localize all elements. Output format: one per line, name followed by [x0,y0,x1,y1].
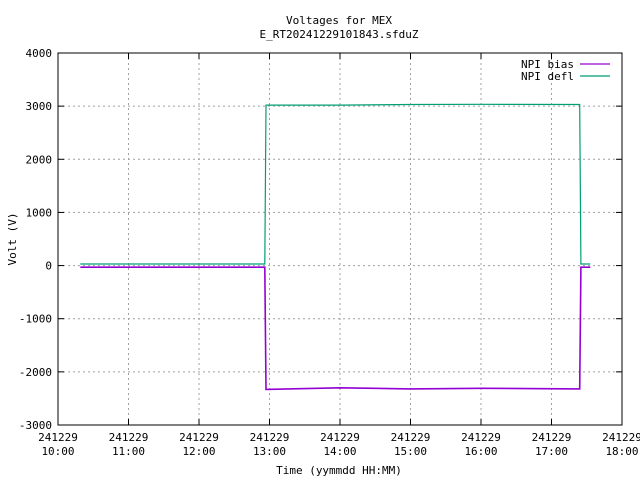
x-tick-label-time: 18:00 [605,445,638,458]
x-tick-label-date: 241229 [320,431,360,444]
y-axis: -3000 -2000 -1000 0 1000 2000 3000 4000 [19,47,622,432]
x-tick-label-time: 14:00 [323,445,356,458]
y-tick-label: -2000 [19,366,52,379]
chart-subtitle: E_RT20241229101843.sfduZ [260,28,419,41]
x-tick-label-date: 241229 [38,431,78,444]
x-tick-label-date: 241229 [391,431,431,444]
x-tick-label-date: 241229 [250,431,290,444]
series-line-npi-defl [80,103,591,265]
x-tick-label-date: 241229 [179,431,219,444]
y-tick-label: -1000 [19,313,52,326]
x-axis: 24122910:0024122911:0024122912:002412291… [38,53,640,458]
y-axis-label: Volt (V) [6,213,19,266]
series-line-npi-bias [80,266,591,391]
y-tick-label: 0 [45,260,52,273]
x-tick-label-date: 241229 [602,431,640,444]
legend-label: NPI bias [521,58,574,71]
y-tick-label: 4000 [26,47,53,60]
series-lines [80,103,591,391]
x-tick-label-date: 241229 [109,431,149,444]
y-tick-label: 1000 [26,206,53,219]
x-tick-label-date: 241229 [532,431,572,444]
x-tick-label-time: 16:00 [464,445,497,458]
x-axis-label: Time (yymmdd HH:MM) [276,464,402,477]
grid [58,53,622,425]
x-tick-label-time: 17:00 [535,445,568,458]
y-tick-label: 2000 [26,153,53,166]
x-tick-label-time: 10:00 [41,445,74,458]
x-tick-label-time: 11:00 [112,445,145,458]
legend-label: NPI defl [521,70,574,83]
x-tick-label-time: 15:00 [394,445,427,458]
x-tick-label-date: 241229 [461,431,501,444]
y-tick-label: 3000 [26,100,53,113]
x-tick-label-time: 12:00 [182,445,215,458]
chart-title: Voltages for MEX [286,14,392,27]
x-tick-label-time: 13:00 [253,445,286,458]
y-tick-label: -3000 [19,419,52,432]
